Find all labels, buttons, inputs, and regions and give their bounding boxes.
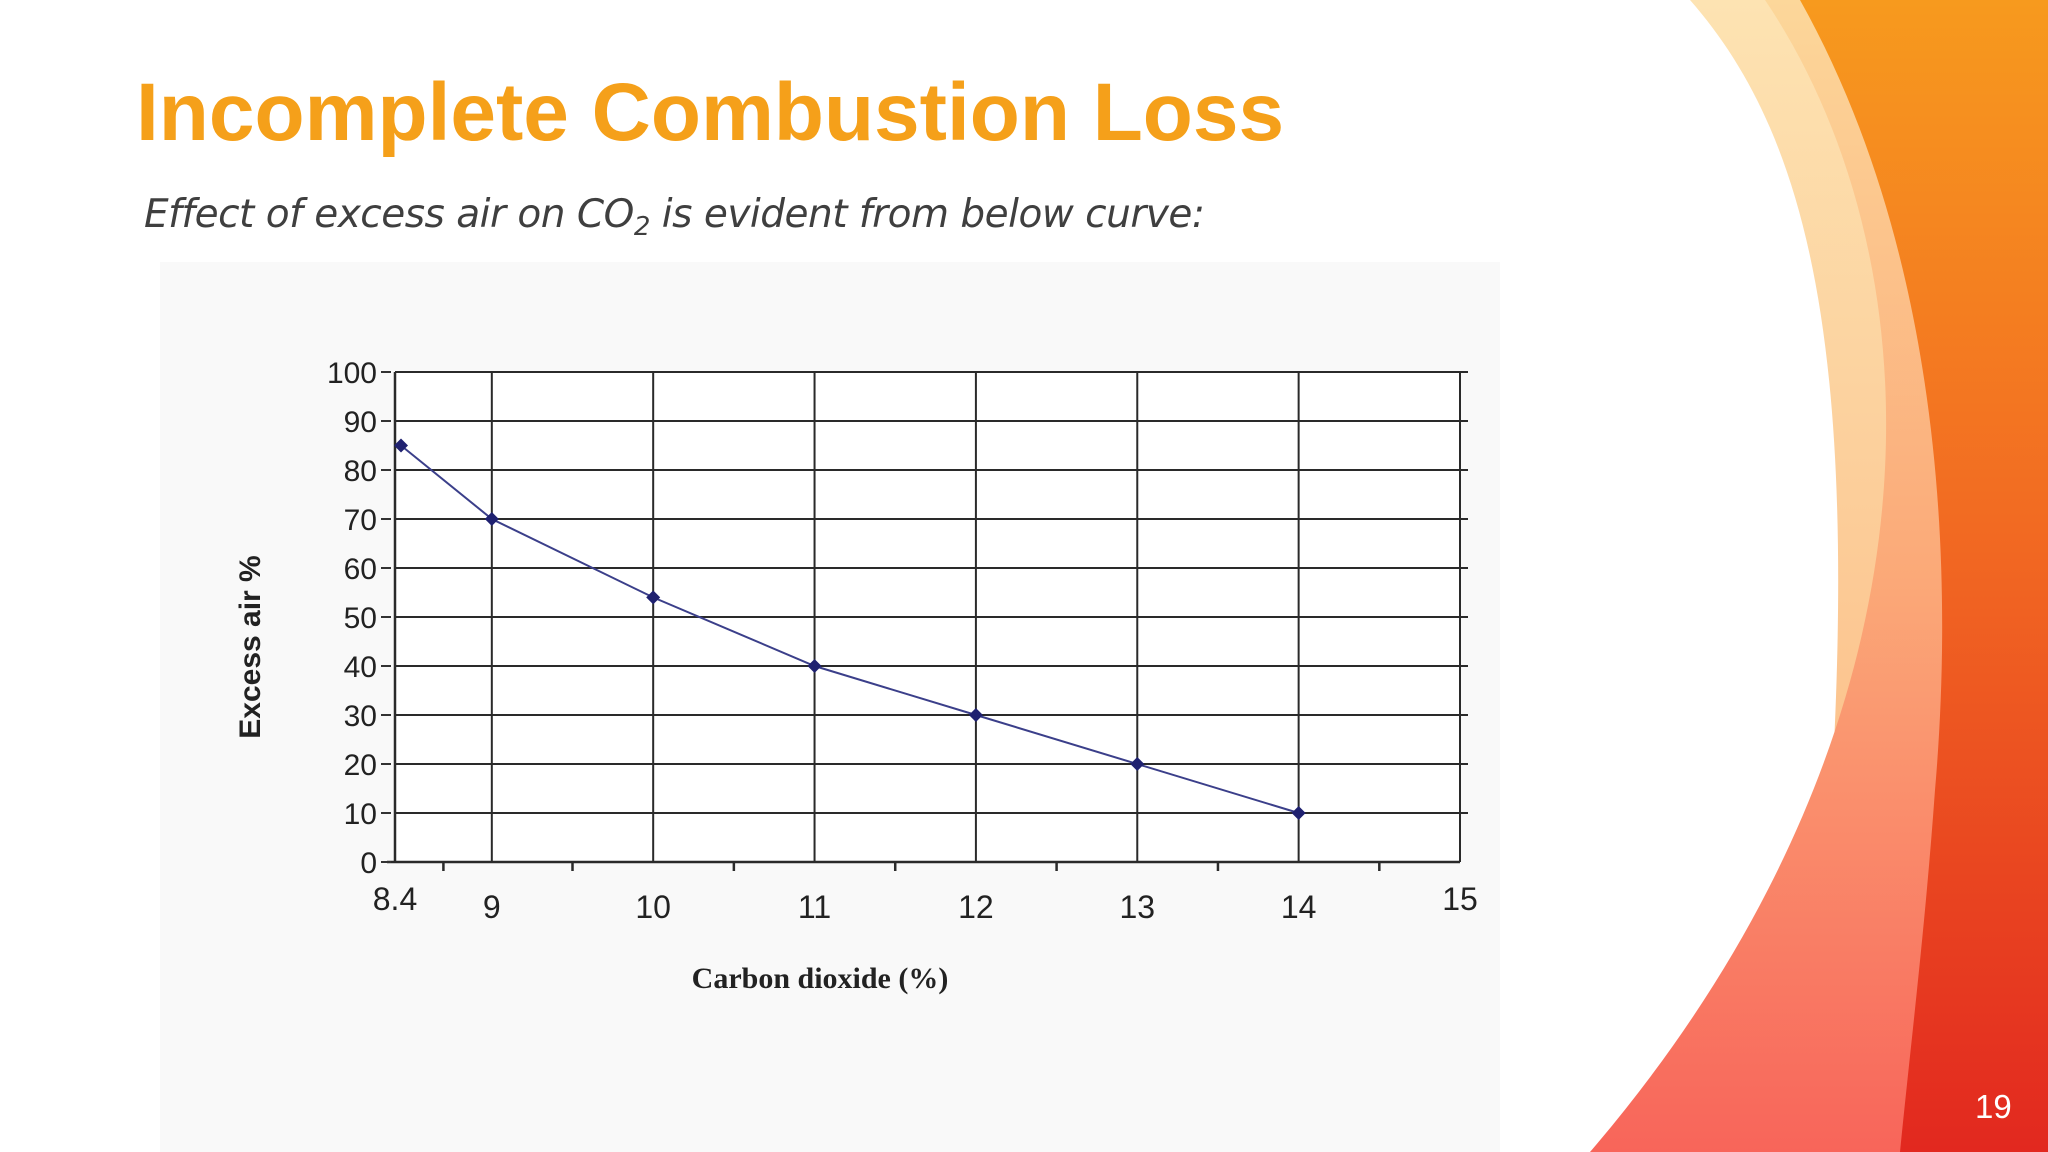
x-tick-label: 12 — [958, 889, 994, 925]
subtitle-subscript: 2 — [633, 212, 651, 242]
data-point — [394, 438, 408, 453]
x-tick-label: 13 — [1119, 889, 1155, 925]
data-point — [1291, 806, 1306, 820]
y-tick-label: 50 — [344, 602, 377, 635]
y-tick-label: 10 — [344, 798, 377, 831]
slide-title: Incomplete Combustion Loss — [136, 67, 1285, 158]
excess-air-chart: 0 10 20 30 40 50 60 70 80 90 100 8.4 9 10 11 12 13 14 15 Ca… — [234, 357, 1478, 995]
decor-swoosh-orange — [1800, 0, 2048, 1152]
chart-figure-panel: 0 10 20 30 40 50 60 70 80 90 100 8.4 9 10 11 12 13 14 15 Ca… — [160, 262, 1500, 1152]
subtitle-text-start: Effect of excess air on CO — [144, 192, 634, 237]
y-tick-label: 20 — [344, 749, 377, 782]
y-tick-label: 90 — [344, 406, 377, 439]
x-tick-label: 9 — [483, 889, 501, 925]
x-tick-label: 14 — [1281, 889, 1317, 925]
x-tick-label: 11 — [798, 889, 831, 925]
y-tick-label: 0 — [360, 847, 377, 880]
x-tick-label: 10 — [635, 889, 671, 925]
y-tick-label: 80 — [344, 455, 377, 488]
data-point — [484, 512, 499, 526]
x-tick-label: 8.4 — [373, 881, 417, 917]
data-point — [807, 659, 822, 673]
subtitle-text-end: is evident from below curve: — [649, 192, 1205, 237]
x-axis-title: Carbon dioxide (%) — [692, 962, 949, 995]
y-tick-label: 40 — [344, 651, 377, 684]
y-tick-label: 100 — [327, 357, 377, 390]
y-tick-label: 60 — [344, 553, 377, 586]
y-tick-label: 30 — [344, 700, 377, 733]
y-tick-label: 70 — [344, 504, 377, 537]
x-tick-label: 15 — [1442, 881, 1478, 917]
page-number: 19 — [1975, 1088, 2012, 1125]
data-point — [968, 708, 983, 722]
y-axis-title: Excess air % — [234, 555, 267, 738]
data-point — [1130, 757, 1145, 771]
data-point — [646, 590, 661, 605]
slide-subtitle: Effect of excess air on CO2 is evident f… — [144, 192, 1205, 242]
